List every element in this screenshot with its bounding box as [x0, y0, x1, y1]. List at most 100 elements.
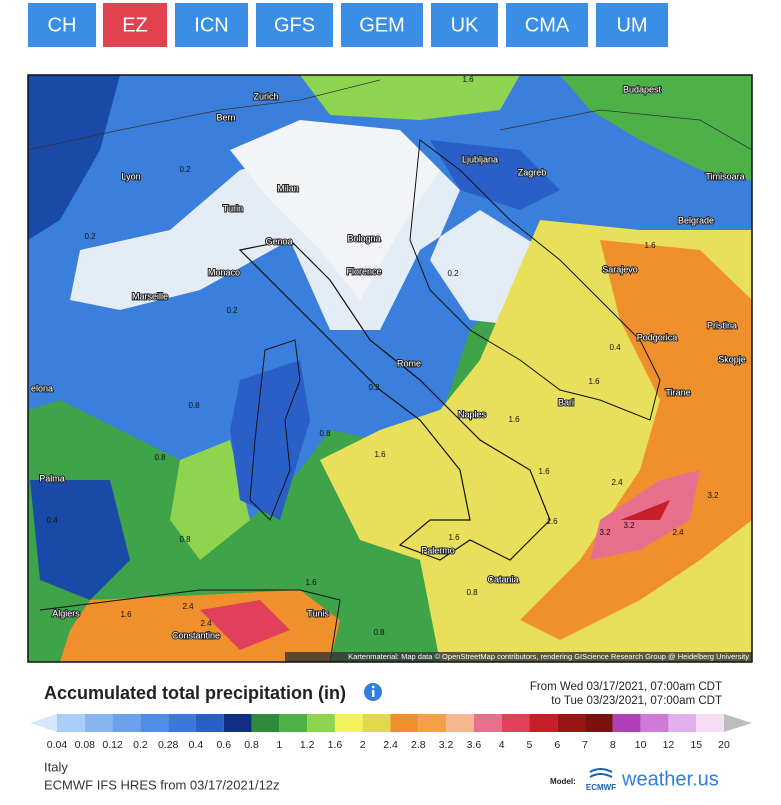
contour-label: 0.4 — [609, 343, 621, 352]
scale-swatch — [390, 714, 419, 732]
scale-swatch — [334, 714, 363, 732]
city-label: Bologna — [347, 233, 380, 243]
tab-label[interactable]: CH — [48, 14, 77, 36]
scale-swatch — [84, 714, 113, 732]
contour-label: 2.4 — [200, 619, 212, 628]
city-label: Palma — [39, 473, 65, 483]
scale-swatch — [140, 714, 169, 732]
scale-swatch — [223, 714, 252, 732]
city-label: Genoa — [265, 236, 292, 246]
contour-label: 3.2 — [599, 528, 611, 537]
contour-label: 0.4 — [46, 516, 58, 525]
ecmwf-icon — [589, 768, 613, 778]
attribution: Kartenmaterial: Map data © OpenStreetMap… — [348, 652, 749, 661]
scale-label: 20 — [718, 739, 730, 751]
legend-title: Accumulated total precipitation (in) — [44, 683, 346, 703]
city-label: Timisoara — [705, 171, 744, 181]
tab[interactable] — [103, 3, 167, 47]
contour-label: 0.8 — [319, 429, 331, 438]
city-label: Algiers — [52, 608, 80, 618]
city-label: Podgorica — [637, 332, 678, 342]
scale-label: 2 — [360, 739, 366, 751]
city-label: Lyon — [121, 171, 140, 181]
city-label: Tirane — [665, 387, 690, 397]
contour-label: 1.6 — [508, 415, 520, 424]
contour-label: 0.2 — [447, 269, 459, 278]
date-from: From Wed 03/17/2021, 07:00am CDT — [530, 681, 722, 693]
scale-label: 0.12 — [102, 739, 123, 751]
tab[interactable] — [256, 3, 333, 47]
tab[interactable] — [341, 3, 423, 47]
tab-label[interactable]: ICN — [194, 14, 228, 36]
contour-label: 1.6 — [538, 467, 550, 476]
scale-label: 2.8 — [411, 739, 426, 751]
scale-swatch — [418, 714, 447, 732]
city-label: Sarajevo — [602, 264, 638, 274]
contour-label: 0.8 — [154, 453, 166, 462]
info-icon[interactable] — [364, 683, 382, 701]
scale-label: 7 — [582, 739, 588, 751]
scale-label: 1 — [276, 739, 282, 751]
scale-swatch — [279, 714, 308, 732]
city-label: Palermo — [421, 545, 455, 555]
tab-label[interactable]: GFS — [274, 14, 315, 36]
scale-swatch — [557, 714, 586, 732]
city-label: Naples — [458, 409, 487, 419]
scale-swatch — [668, 714, 697, 732]
city-label: Zagreb — [518, 167, 547, 177]
tab[interactable] — [175, 3, 248, 47]
scale-swatch — [307, 714, 335, 732]
contour-label: 3.2 — [707, 491, 719, 500]
tab-label[interactable]: UM — [616, 14, 647, 36]
tab-label[interactable]: CMA — [525, 14, 570, 36]
tab[interactable] — [28, 3, 96, 47]
tab-label[interactable]: UK — [451, 14, 479, 36]
contour-label: 1.6 — [644, 241, 656, 250]
scale-swatch — [473, 714, 502, 732]
contour-label: 3.2 — [623, 521, 635, 530]
scale-swatch — [362, 714, 391, 732]
scale-arrow — [724, 714, 752, 732]
contour-label: 1.6 — [120, 610, 132, 619]
scale-label: 15 — [690, 739, 702, 751]
contour-label: 0.2 — [368, 383, 380, 392]
city-label: Skopje — [718, 354, 746, 364]
city-label: Pristina — [707, 320, 737, 330]
scale-label: 0.6 — [216, 739, 231, 751]
contour-label: 1.6 — [588, 377, 600, 386]
tab-label[interactable]: GEM — [359, 14, 405, 36]
contour-label: 0.2 — [226, 306, 238, 315]
scale-label: 8 — [610, 739, 616, 751]
contour-label: 0.8 — [179, 535, 191, 544]
scale-swatch — [251, 714, 280, 732]
city-label: Ljubljana — [462, 154, 498, 164]
scale-label: 2.4 — [383, 739, 398, 751]
city-label: Bari — [558, 397, 574, 407]
city-label: Zurich — [253, 91, 278, 101]
scale-label: 1.2 — [300, 739, 315, 751]
scale-swatch — [446, 714, 474, 732]
model-label: Model: — [550, 777, 576, 786]
scale-label: 0.04 — [47, 739, 68, 751]
scale-label: 3.6 — [467, 739, 482, 751]
tab[interactable] — [506, 3, 588, 47]
scale-swatch — [57, 714, 85, 732]
contour-label: 2.4 — [672, 528, 684, 537]
tab-label[interactable]: EZ — [122, 14, 148, 36]
model-run: ECMWF IFS HRES from 03/17/2021/12z — [44, 777, 280, 792]
scale-label: 5 — [527, 739, 533, 751]
scale-label: 10 — [635, 739, 647, 751]
brand-logo[interactable]: weather.us — [621, 768, 719, 790]
region: Italy — [44, 759, 68, 774]
scale-label: 6 — [554, 739, 560, 751]
city-label: Monaco — [208, 267, 240, 277]
scale-label: 0.2 — [133, 739, 148, 751]
tab[interactable] — [596, 3, 668, 47]
tab[interactable] — [431, 3, 498, 47]
scale-label: 12 — [663, 739, 675, 751]
city-label: Bern — [216, 112, 235, 122]
scale-label: 0.4 — [189, 739, 204, 751]
model-logo: ECMWF — [586, 783, 616, 792]
